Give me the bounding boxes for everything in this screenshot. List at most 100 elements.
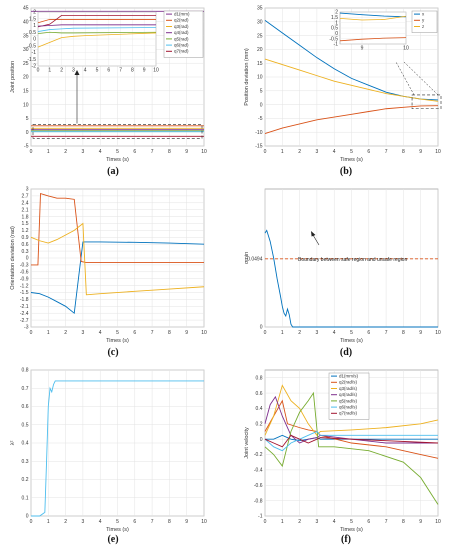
x-tick-label: 5: [116, 519, 119, 525]
legend: d1(mm/s)q2(rad/s)q3(rad/s)q4(rad/s)q5(ra…: [328, 372, 370, 420]
inset-x-tick-label: 9: [361, 46, 364, 52]
legend-label: d1(mm/s): [339, 374, 359, 379]
y-tick-label: -1.5: [20, 290, 29, 296]
x-tick-label: 6: [133, 149, 136, 155]
legend-label: q2(rad/s): [339, 380, 358, 385]
x-tick-label: 6: [133, 519, 136, 525]
x-tick-label: 7: [151, 330, 154, 336]
inset-x-tick-label: 9: [143, 68, 146, 74]
legend-label: q3(rad): [174, 24, 189, 29]
inset-y-tick-label: 2: [335, 10, 338, 16]
y-tick-label: -0.8: [254, 498, 263, 504]
y-tick-label: 0.4: [256, 406, 263, 412]
x-tick-label: 9: [419, 330, 422, 336]
y-tick-label: -0.9: [20, 276, 29, 282]
x-tick-label: 2: [298, 330, 301, 336]
inset-y-tick-label: -1: [334, 42, 339, 48]
x-tick-label: 9: [419, 519, 422, 525]
x-tick-label: 7: [385, 149, 388, 155]
x-tick-label: 0: [264, 149, 267, 155]
x-tick-label: 0: [30, 519, 33, 525]
y-tick-label: 5: [260, 89, 263, 95]
series-line-5: [264, 430, 438, 452]
y-tick-label: 35: [257, 6, 263, 12]
legend-label: q4(rad/s): [339, 392, 358, 397]
inset-y-tick-label: 1.5: [331, 15, 338, 21]
y-tick-label: 0.1: [22, 495, 29, 501]
x-tick-label: 5: [350, 149, 353, 155]
x-axis-label: Times (s): [340, 527, 363, 533]
x-tick-label: 9: [185, 330, 188, 336]
inset-y-tick-label: 0: [335, 31, 338, 37]
y-tick-label: 0: [26, 514, 29, 520]
inset-y-tick-label: -1: [32, 50, 37, 56]
y-axis-label: λ²: [10, 441, 16, 446]
series-line-2: [264, 384, 439, 437]
x-tick-label: 0: [30, 330, 33, 336]
y-tick-label: 0.3: [22, 459, 29, 465]
x-tick-label: 9: [185, 519, 188, 525]
y-tick-label: 0: [260, 102, 263, 108]
x-tick-label: 6: [367, 149, 370, 155]
inset-plot: 0 1 2 3 4 5 6 7 8 9 10-2-1.5-1-0.500.511.52: [27, 10, 159, 74]
inset-y-tick-label: -1.5: [27, 57, 36, 63]
x-tick-label: 10: [201, 519, 207, 525]
legend-label: q5(rad): [174, 36, 189, 41]
legend-label: q5(rad/s): [339, 398, 358, 403]
y-tick-label: -3: [24, 325, 29, 331]
series-line-1: [31, 193, 204, 266]
x-tick-label: 7: [385, 330, 388, 336]
inset-x-tick-label: 0: [37, 68, 40, 74]
x-tick-label: 8: [402, 149, 405, 155]
inset-x-tick-label: 4: [84, 68, 87, 74]
x-tick-label: 8: [168, 519, 171, 525]
x-tick-label: 4: [333, 519, 336, 525]
y-axis-label: Orientation deviation (rad): [10, 226, 16, 290]
x-tick-label: 3: [82, 519, 85, 525]
y-tick-label: 20: [257, 47, 263, 53]
y-tick-label: 1.8: [22, 214, 29, 220]
legend-label: q2(rad): [174, 18, 189, 23]
y-tick-label: 0.8: [22, 368, 29, 374]
inset-y-tick-label: -0.5: [27, 43, 36, 49]
x-tick-label: 8: [402, 519, 405, 525]
inset-x-tick-label: 7: [119, 68, 122, 74]
y-axis-label: Joint position: [10, 61, 16, 93]
legend-label: y: [422, 18, 425, 23]
x-tick-label: 6: [367, 519, 370, 525]
series-line-1: [264, 105, 439, 135]
x-tick-label: 0: [264, 519, 267, 525]
x-tick-label: 5: [116, 330, 119, 336]
y-tick-label: 15: [257, 61, 263, 67]
legend-label: z: [422, 24, 425, 29]
y-tick-label: 30: [257, 20, 263, 26]
panel-caption: (c): [107, 347, 118, 358]
y-tick-label: -1: [258, 514, 263, 520]
series-line-0: [30, 241, 205, 315]
y-tick-label: 0.6: [22, 242, 29, 248]
panel-d: 0 1 2 3 4 5 6 7 8 9 10 0 0.0494 Times (s) σmin (d) Bound…: [244, 188, 441, 358]
x-tick-label: 1: [47, 149, 50, 155]
inset-series-line-2: [339, 37, 407, 42]
inset-y-tick-label: 1.5: [29, 16, 36, 22]
inset-series-line-5: [37, 32, 157, 48]
x-tick-label: 4: [99, 149, 102, 155]
legend-box: [411, 10, 438, 33]
inset-series-line-1: [339, 15, 407, 21]
legend-box: [163, 10, 204, 58]
y-tick-label: -0.6: [254, 483, 263, 489]
y-tick-label: 0.2: [22, 477, 29, 483]
y-tick-label: 3: [26, 187, 29, 193]
inset-y-tick-label: 1: [335, 20, 338, 26]
inset-y-tick-label: 0.5: [29, 30, 36, 36]
legend-label: q7(rad/s): [339, 411, 358, 416]
panel-caption: (b): [340, 166, 352, 177]
inset-x-tick-label: 8: [131, 68, 134, 74]
inset-series-line-1: [37, 14, 156, 28]
x-tick-label: 1: [281, 149, 284, 155]
x-tick-label: 0: [264, 330, 267, 336]
y-tick-label: 0.4: [22, 441, 29, 447]
inset-x-tick-label: 5: [96, 68, 99, 74]
